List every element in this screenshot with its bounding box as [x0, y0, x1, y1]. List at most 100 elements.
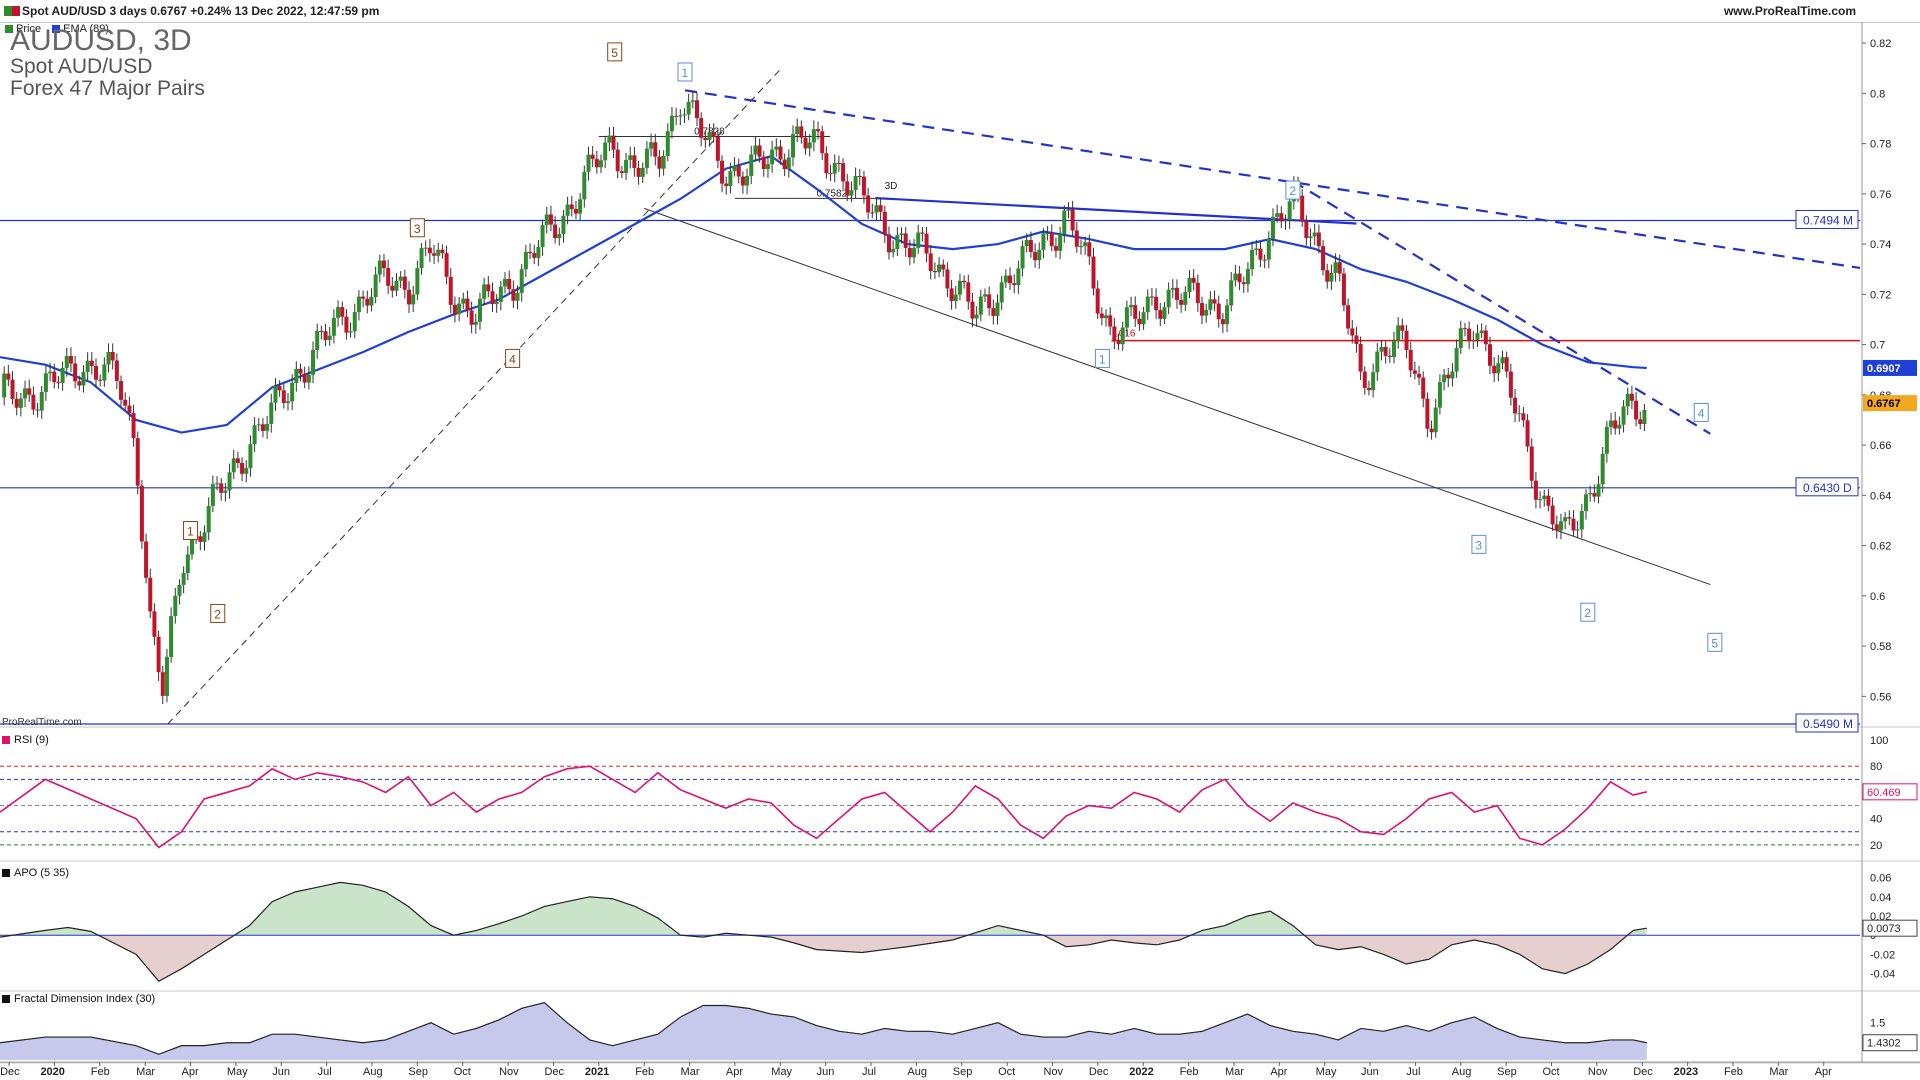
x-tick-label: Sep [408, 1066, 428, 1078]
price-y-tick-label: 0.76 [1870, 189, 1891, 201]
candle-down [1337, 262, 1342, 274]
candle-up [215, 483, 220, 485]
candle-down [845, 181, 850, 196]
candle-up [916, 232, 921, 248]
candle-down [703, 137, 708, 141]
candle-up [81, 372, 86, 386]
candle-down [1425, 398, 1430, 429]
symbol-name: Spot AUD/USD [10, 55, 153, 78]
candle-up [273, 386, 278, 403]
level-tag-label: 0.7494 M [1803, 213, 1853, 227]
price-up-swatch [4, 6, 12, 16]
candle-down [724, 183, 729, 187]
candle-down [465, 298, 470, 311]
apo-y-tick-label: -0.04 [1870, 969, 1895, 981]
candle-down [1237, 273, 1242, 283]
candle-down [861, 176, 866, 196]
candle-up [1392, 340, 1397, 358]
candle-down [298, 368, 303, 374]
candle-down [1521, 413, 1526, 421]
upper-dashed-trendline [684, 89, 1861, 270]
candle-up [1275, 213, 1280, 218]
rsi-pane-label: RSI (9) [2, 734, 49, 746]
candle-down [402, 276, 407, 290]
candle-down [1112, 326, 1117, 342]
candle-down [110, 351, 115, 361]
candle-down [1366, 387, 1371, 391]
candle-down [945, 269, 950, 289]
candle-up [957, 280, 962, 295]
candle-up [1187, 277, 1192, 292]
candle-down [1408, 350, 1413, 371]
price-y-tick-label: 0.66 [1870, 440, 1891, 452]
fdi-current-label: 1.4302 [1867, 1038, 1901, 1050]
candle-up [1104, 315, 1109, 319]
candle-up [874, 205, 879, 213]
candle-down [836, 162, 841, 164]
candle-up [1621, 406, 1626, 425]
site-link[interactable]: www.ProRealTime.com [1723, 4, 1856, 18]
candle-up [1287, 201, 1292, 221]
candle-down [1174, 287, 1179, 301]
candle-down [1462, 328, 1467, 330]
candle-up [189, 537, 194, 555]
x-tick-label: Feb [1724, 1066, 1743, 1078]
rsi-title: RSI (9) [14, 734, 49, 746]
candle-down [528, 251, 533, 254]
candle-down [1304, 221, 1309, 238]
candle-up [586, 154, 591, 172]
candle-down [1341, 273, 1346, 306]
x-tick-label: Oct [1543, 1066, 1560, 1078]
x-tick-label: Oct [454, 1066, 471, 1078]
rsi-current-tag [1862, 783, 1918, 801]
candle-down [1158, 310, 1163, 319]
candle-up [1609, 420, 1614, 427]
candle-up [1375, 351, 1380, 373]
red-fib-label: .016 [1116, 329, 1136, 340]
candle-down [757, 145, 762, 157]
x-tick-label: Mar [136, 1066, 155, 1078]
candle-up [252, 425, 257, 445]
candle-down [89, 360, 94, 366]
candle-up [1041, 233, 1046, 250]
candle-down [27, 388, 32, 395]
candle-up [953, 294, 958, 302]
fdi-line [0, 1001, 1647, 1055]
candle-up [269, 402, 274, 424]
candle-up [1283, 220, 1288, 222]
candle-down [820, 131, 825, 154]
candle-down [1513, 397, 1518, 414]
candle-down [407, 289, 412, 305]
x-tick-label: Aug [363, 1066, 383, 1078]
candle-up [202, 532, 207, 542]
x-tick-label: Nov [499, 1066, 519, 1078]
candle-up [682, 114, 687, 116]
candle-up [1329, 272, 1334, 282]
candle-down [1508, 371, 1513, 398]
candle-up [265, 423, 270, 431]
candle-down [1212, 299, 1217, 304]
candle-down [841, 163, 846, 182]
level-tag-box [1795, 209, 1859, 229]
candle-down [1487, 344, 1492, 366]
candle-up [315, 330, 320, 351]
candle-up [1229, 280, 1234, 306]
candle-up [853, 175, 858, 191]
candle-up [1120, 327, 1125, 345]
x-tick-label: Feb [635, 1066, 654, 1078]
candle-down [1191, 277, 1196, 283]
candle-up [210, 484, 215, 507]
candle-down [1400, 325, 1405, 331]
candle-up [540, 225, 545, 248]
candle-up [285, 401, 290, 404]
candle-down [139, 485, 144, 542]
candle-up [536, 247, 541, 258]
candle-down [1195, 282, 1200, 304]
candle-down [73, 363, 78, 382]
candle-down [932, 270, 937, 273]
header-title: Spot AUD/USD 3 days 0.6767 +0.24% 13 Dec… [22, 4, 380, 18]
price-down-swatch [12, 6, 20, 16]
candle-down [761, 156, 766, 170]
